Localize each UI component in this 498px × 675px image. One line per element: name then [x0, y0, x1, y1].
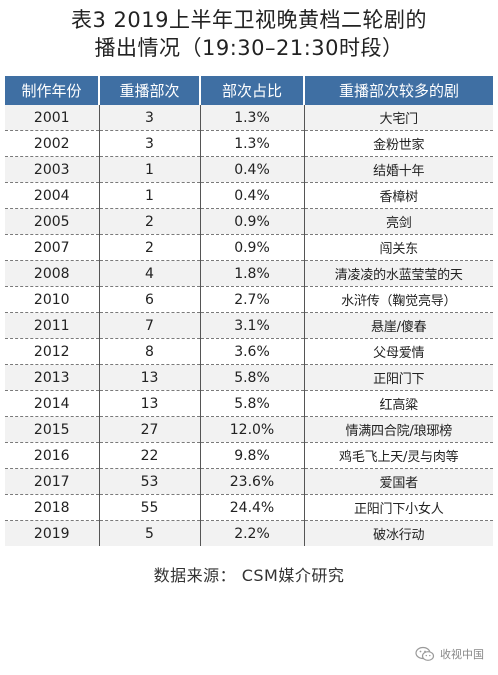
cell-year: 2011: [5, 312, 99, 339]
table-row: 2017 53 23.6% 爱国者: [5, 468, 493, 495]
table-row: 2014 13 5.8% 红高粱: [5, 390, 493, 417]
cell-rerun-count: 4: [98, 260, 200, 287]
table-row: 2019 5 2.2% 破冰行动: [5, 520, 493, 546]
cell-share: 3.6%: [199, 338, 304, 365]
cell-drama: 清凌凌的水蓝莹莹的天: [303, 260, 493, 287]
cell-drama: 水浒传（鞠觉亮导）: [303, 286, 493, 313]
cell-year: 2015: [5, 416, 99, 443]
table-row: 2010 6 2.7% 水浒传（鞠觉亮导）: [5, 286, 493, 313]
cell-drama: 正阳门下小女人: [303, 494, 493, 521]
cell-drama: 情满四合院/琅琊榜: [303, 416, 493, 443]
cell-drama: 亮剑: [303, 208, 493, 235]
cell-year: 2002: [5, 130, 99, 157]
cell-drama: 破冰行动: [303, 520, 493, 546]
header-top-dramas: 重播部次较多的剧: [303, 76, 493, 105]
cell-year: 2001: [5, 105, 99, 131]
table-row: 2012 8 3.6% 父母爱情: [5, 338, 493, 365]
cell-share: 2.7%: [199, 286, 304, 313]
cell-year: 2019: [5, 520, 99, 546]
table-row: 2016 22 9.8% 鸡毛飞上天/灵与肉等: [5, 442, 493, 469]
cell-rerun-count: 27: [98, 416, 200, 443]
cell-drama: 正阳门下: [303, 364, 493, 391]
cell-year: 2005: [5, 208, 99, 235]
cell-rerun-count: 2: [98, 234, 200, 261]
cell-drama: 父母爱情: [303, 338, 493, 365]
data-source: 数据来源： CSM媒介研究: [153, 566, 345, 585]
cell-year: 2017: [5, 468, 99, 495]
cell-year: 2018: [5, 494, 99, 521]
cell-share: 1.3%: [199, 130, 304, 157]
cell-share: 12.0%: [199, 416, 304, 443]
cell-drama: 红高粱: [303, 390, 493, 417]
cell-year: 2012: [5, 338, 99, 365]
cell-rerun-count: 2: [98, 208, 200, 235]
cell-drama: 爱国者: [303, 468, 493, 495]
header-production-year: 制作年份: [5, 76, 99, 105]
cell-share: 3.1%: [199, 312, 304, 339]
broadcast-table: 制作年份 重播部次 部次占比 重播部次较多的剧 2001 3 1.3% 大宅门 2002…: [5, 76, 493, 546]
cell-share: 2.2%: [199, 520, 304, 546]
table-body: 2001 3 1.3% 大宅门 2002 3 1.3% 金粉世家 2003 1 0.4% 结婚十年 20…: [5, 105, 493, 546]
cell-drama: 结婚十年: [303, 156, 493, 183]
table-title: 表3 2019上半年卫视晚黄档二轮剧的 播出情况（19:30–21:30时段）: [0, 6, 498, 62]
cell-rerun-count: 53: [98, 468, 200, 495]
cell-year: 2013: [5, 364, 99, 391]
cell-year: 2010: [5, 286, 99, 313]
title-line-2: 播出情况（19:30–21:30时段）: [94, 36, 404, 60]
cell-year: 2016: [5, 442, 99, 469]
table-row: 2003 1 0.4% 结婚十年: [5, 156, 493, 183]
cell-share: 1.3%: [199, 105, 304, 131]
watermark: 收视中国: [415, 646, 484, 662]
header-rerun-count: 重播部次: [98, 76, 200, 105]
watermark-text: 收视中国: [440, 648, 484, 661]
cell-rerun-count: 3: [98, 130, 200, 157]
cell-share: 24.4%: [199, 494, 304, 521]
table-row: 2018 55 24.4% 正阳门下小女人: [5, 494, 493, 521]
cell-rerun-count: 6: [98, 286, 200, 313]
cell-year: 2007: [5, 234, 99, 261]
cell-share: 0.4%: [199, 156, 304, 183]
cell-year: 2014: [5, 390, 99, 417]
table-row: 2015 27 12.0% 情满四合院/琅琊榜: [5, 416, 493, 443]
cell-rerun-count: 55: [98, 494, 200, 521]
cell-rerun-count: 13: [98, 364, 200, 391]
cell-share: 23.6%: [199, 468, 304, 495]
cell-drama: 悬崖/傻春: [303, 312, 493, 339]
cell-share: 0.9%: [199, 234, 304, 261]
cell-rerun-count: 5: [98, 520, 200, 546]
wechat-icon: [415, 646, 435, 661]
cell-share: 5.8%: [199, 364, 304, 391]
cell-share: 1.8%: [199, 260, 304, 287]
cell-rerun-count: 13: [98, 390, 200, 417]
cell-drama: 闯关东: [303, 234, 493, 261]
cell-drama: 金粉世家: [303, 130, 493, 157]
table-row: 2001 3 1.3% 大宅门: [5, 105, 493, 131]
cell-drama: 鸡毛飞上天/灵与肉等: [303, 442, 493, 469]
table-header-row: 制作年份 重播部次 部次占比 重播部次较多的剧: [5, 76, 493, 105]
cell-rerun-count: 1: [98, 156, 200, 183]
cell-share: 0.9%: [199, 208, 304, 235]
cell-share: 5.8%: [199, 390, 304, 417]
cell-year: 2008: [5, 260, 99, 287]
title-line-1: 表3 2019上半年卫视晚黄档二轮剧的: [71, 8, 427, 32]
cell-share: 9.8%: [199, 442, 304, 469]
cell-year: 2004: [5, 182, 99, 209]
table-row: 2008 4 1.8% 清凌凌的水蓝莹莹的天: [5, 260, 493, 287]
table-row: 2011 7 3.1% 悬崖/傻春: [5, 312, 493, 339]
table-row: 2005 2 0.9% 亮剑: [5, 208, 493, 235]
table-row: 2013 13 5.8% 正阳门下: [5, 364, 493, 391]
cell-rerun-count: 1: [98, 182, 200, 209]
table-row: 2002 3 1.3% 金粉世家: [5, 130, 493, 157]
table-row: 2004 1 0.4% 香樟树: [5, 182, 493, 209]
cell-drama: 大宅门: [303, 105, 493, 131]
cell-drama: 香樟树: [303, 182, 493, 209]
table-row: 2007 2 0.9% 闯关东: [5, 234, 493, 261]
cell-rerun-count: 3: [98, 105, 200, 131]
header-share: 部次占比: [199, 76, 304, 105]
cell-year: 2003: [5, 156, 99, 183]
cell-rerun-count: 22: [98, 442, 200, 469]
cell-rerun-count: 8: [98, 338, 200, 365]
cell-rerun-count: 7: [98, 312, 200, 339]
cell-share: 0.4%: [199, 182, 304, 209]
